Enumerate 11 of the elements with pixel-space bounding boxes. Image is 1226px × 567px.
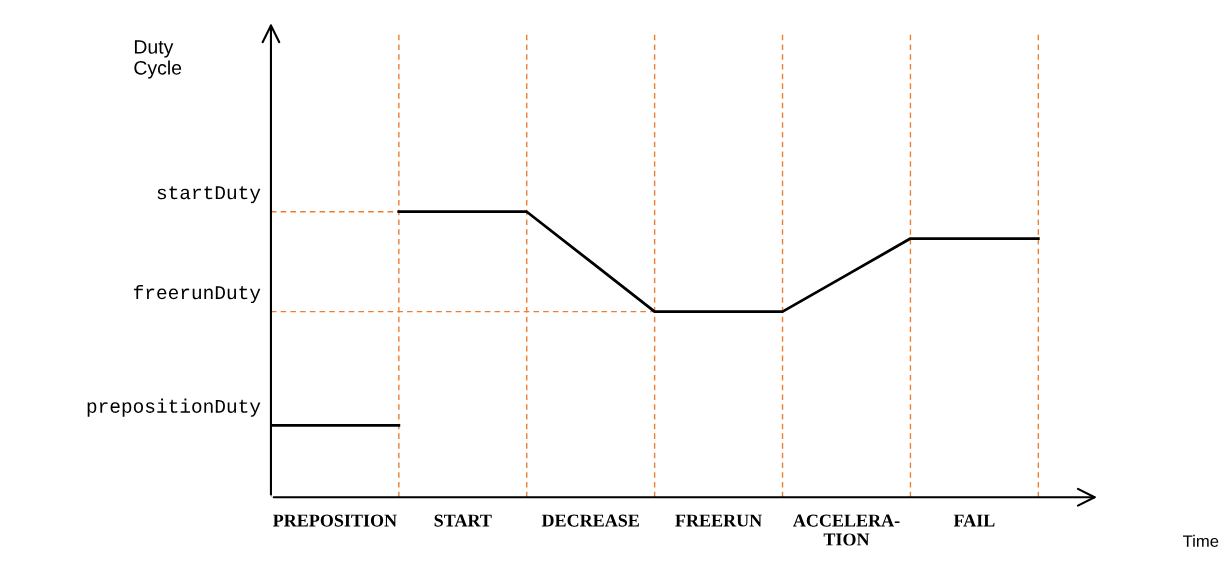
annotation: prepositionDuty: [87, 398, 261, 417]
x-tick-label: START: [434, 514, 492, 527]
x-tick-label: PREPOSITION: [273, 514, 397, 527]
x-tick-label: ACCELERA- TION: [792, 514, 900, 546]
ref-line-label: startDuty: [157, 186, 261, 204]
x-tick-label: DECREASE: [541, 514, 639, 527]
ref-line-label: freerunDuty: [133, 284, 261, 304]
x-tick-label: FAIL: [953, 514, 995, 527]
x-tick-label: FREERUN: [675, 514, 762, 527]
text: Duty Cycle: [134, 40, 182, 79]
text: Time: [1182, 534, 1219, 548]
